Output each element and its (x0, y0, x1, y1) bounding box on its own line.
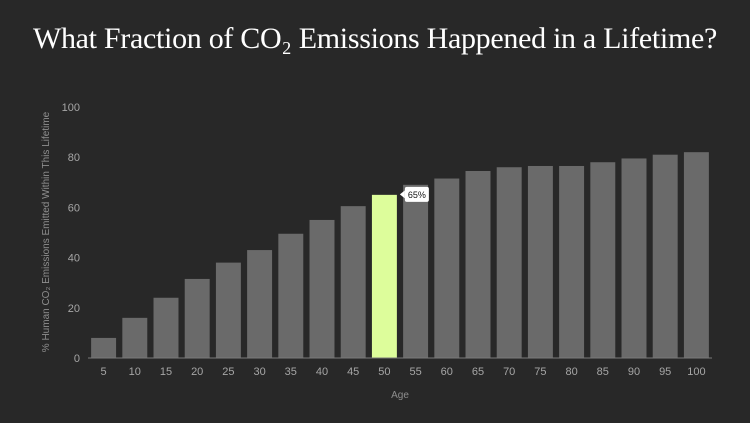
x-tick-label: 65 (472, 366, 484, 378)
bar-age-65 (465, 171, 491, 358)
bar-age-30 (247, 250, 273, 358)
bar-age-60 (434, 178, 460, 358)
bar-age-70 (496, 167, 522, 358)
bar-age-75 (527, 165, 553, 358)
bar-age-15 (153, 297, 179, 358)
x-tick-label: 15 (160, 366, 172, 378)
y-tick-label: 0 (74, 353, 80, 365)
bars-layer (91, 152, 709, 358)
annotation-layer: 65% (399, 186, 429, 202)
x-tick-label: 25 (222, 366, 234, 378)
bar-age-50 (371, 194, 397, 358)
x-tick-label: 95 (659, 366, 671, 378)
chart-title: What Fraction of CO₂ Emissions Happened … (32, 22, 718, 55)
y-tick-label: 40 (68, 253, 80, 265)
data-label-highlight: 65% (408, 190, 426, 200)
x-tick-label: 40 (316, 366, 328, 378)
bar-age-90 (621, 158, 647, 358)
bar-age-95 (652, 154, 678, 358)
bar-age-20 (184, 278, 210, 358)
x-tick-label: 80 (565, 366, 577, 378)
x-tick-label: 100 (687, 366, 705, 378)
x-tick-label: 75 (534, 366, 546, 378)
x-tick-label: 55 (409, 366, 421, 378)
bar-age-10 (122, 317, 148, 358)
data-label-box (404, 186, 429, 202)
x-axis: 5 10 15 20 25 30 35 40 45 50 55 60 65 70 75 80 85 90 95 100 (101, 366, 706, 378)
x-tick-label: 45 (347, 366, 359, 378)
bar-age-5 (91, 337, 117, 358)
x-tick-label: 85 (597, 366, 609, 378)
x-tick-label: 30 (253, 366, 265, 378)
y-tick-label: 20 (68, 303, 80, 315)
y-tick-label: 100 (62, 102, 80, 114)
bar-age-55 (403, 184, 429, 358)
y-tick-label: 80 (68, 152, 80, 164)
bar-age-40 (309, 219, 335, 358)
bar-age-80 (559, 165, 585, 358)
x-tick-label: 20 (191, 366, 203, 378)
x-tick-label: 70 (503, 366, 515, 378)
bar-age-45 (340, 206, 366, 358)
y-axis: 0 20 40 60 80 100 (62, 102, 80, 365)
y-tick-label: 60 (68, 202, 80, 214)
bar-age-85 (590, 162, 616, 358)
bar-age-35 (278, 233, 304, 358)
x-tick-label: 35 (285, 366, 297, 378)
x-tick-label: 50 (378, 366, 390, 378)
y-axis-title: % Human CO₂ Emissions Emitted Within Thi… (41, 111, 52, 352)
x-tick-label: 5 (101, 366, 107, 378)
bar-age-25 (215, 262, 241, 358)
x-tick-label: 60 (441, 366, 453, 378)
bar-age-100 (683, 152, 709, 358)
x-tick-label: 10 (129, 366, 141, 378)
data-label-pointer (399, 190, 405, 199)
x-tick-label: 90 (628, 366, 640, 378)
x-axis-title: Age (391, 390, 409, 401)
